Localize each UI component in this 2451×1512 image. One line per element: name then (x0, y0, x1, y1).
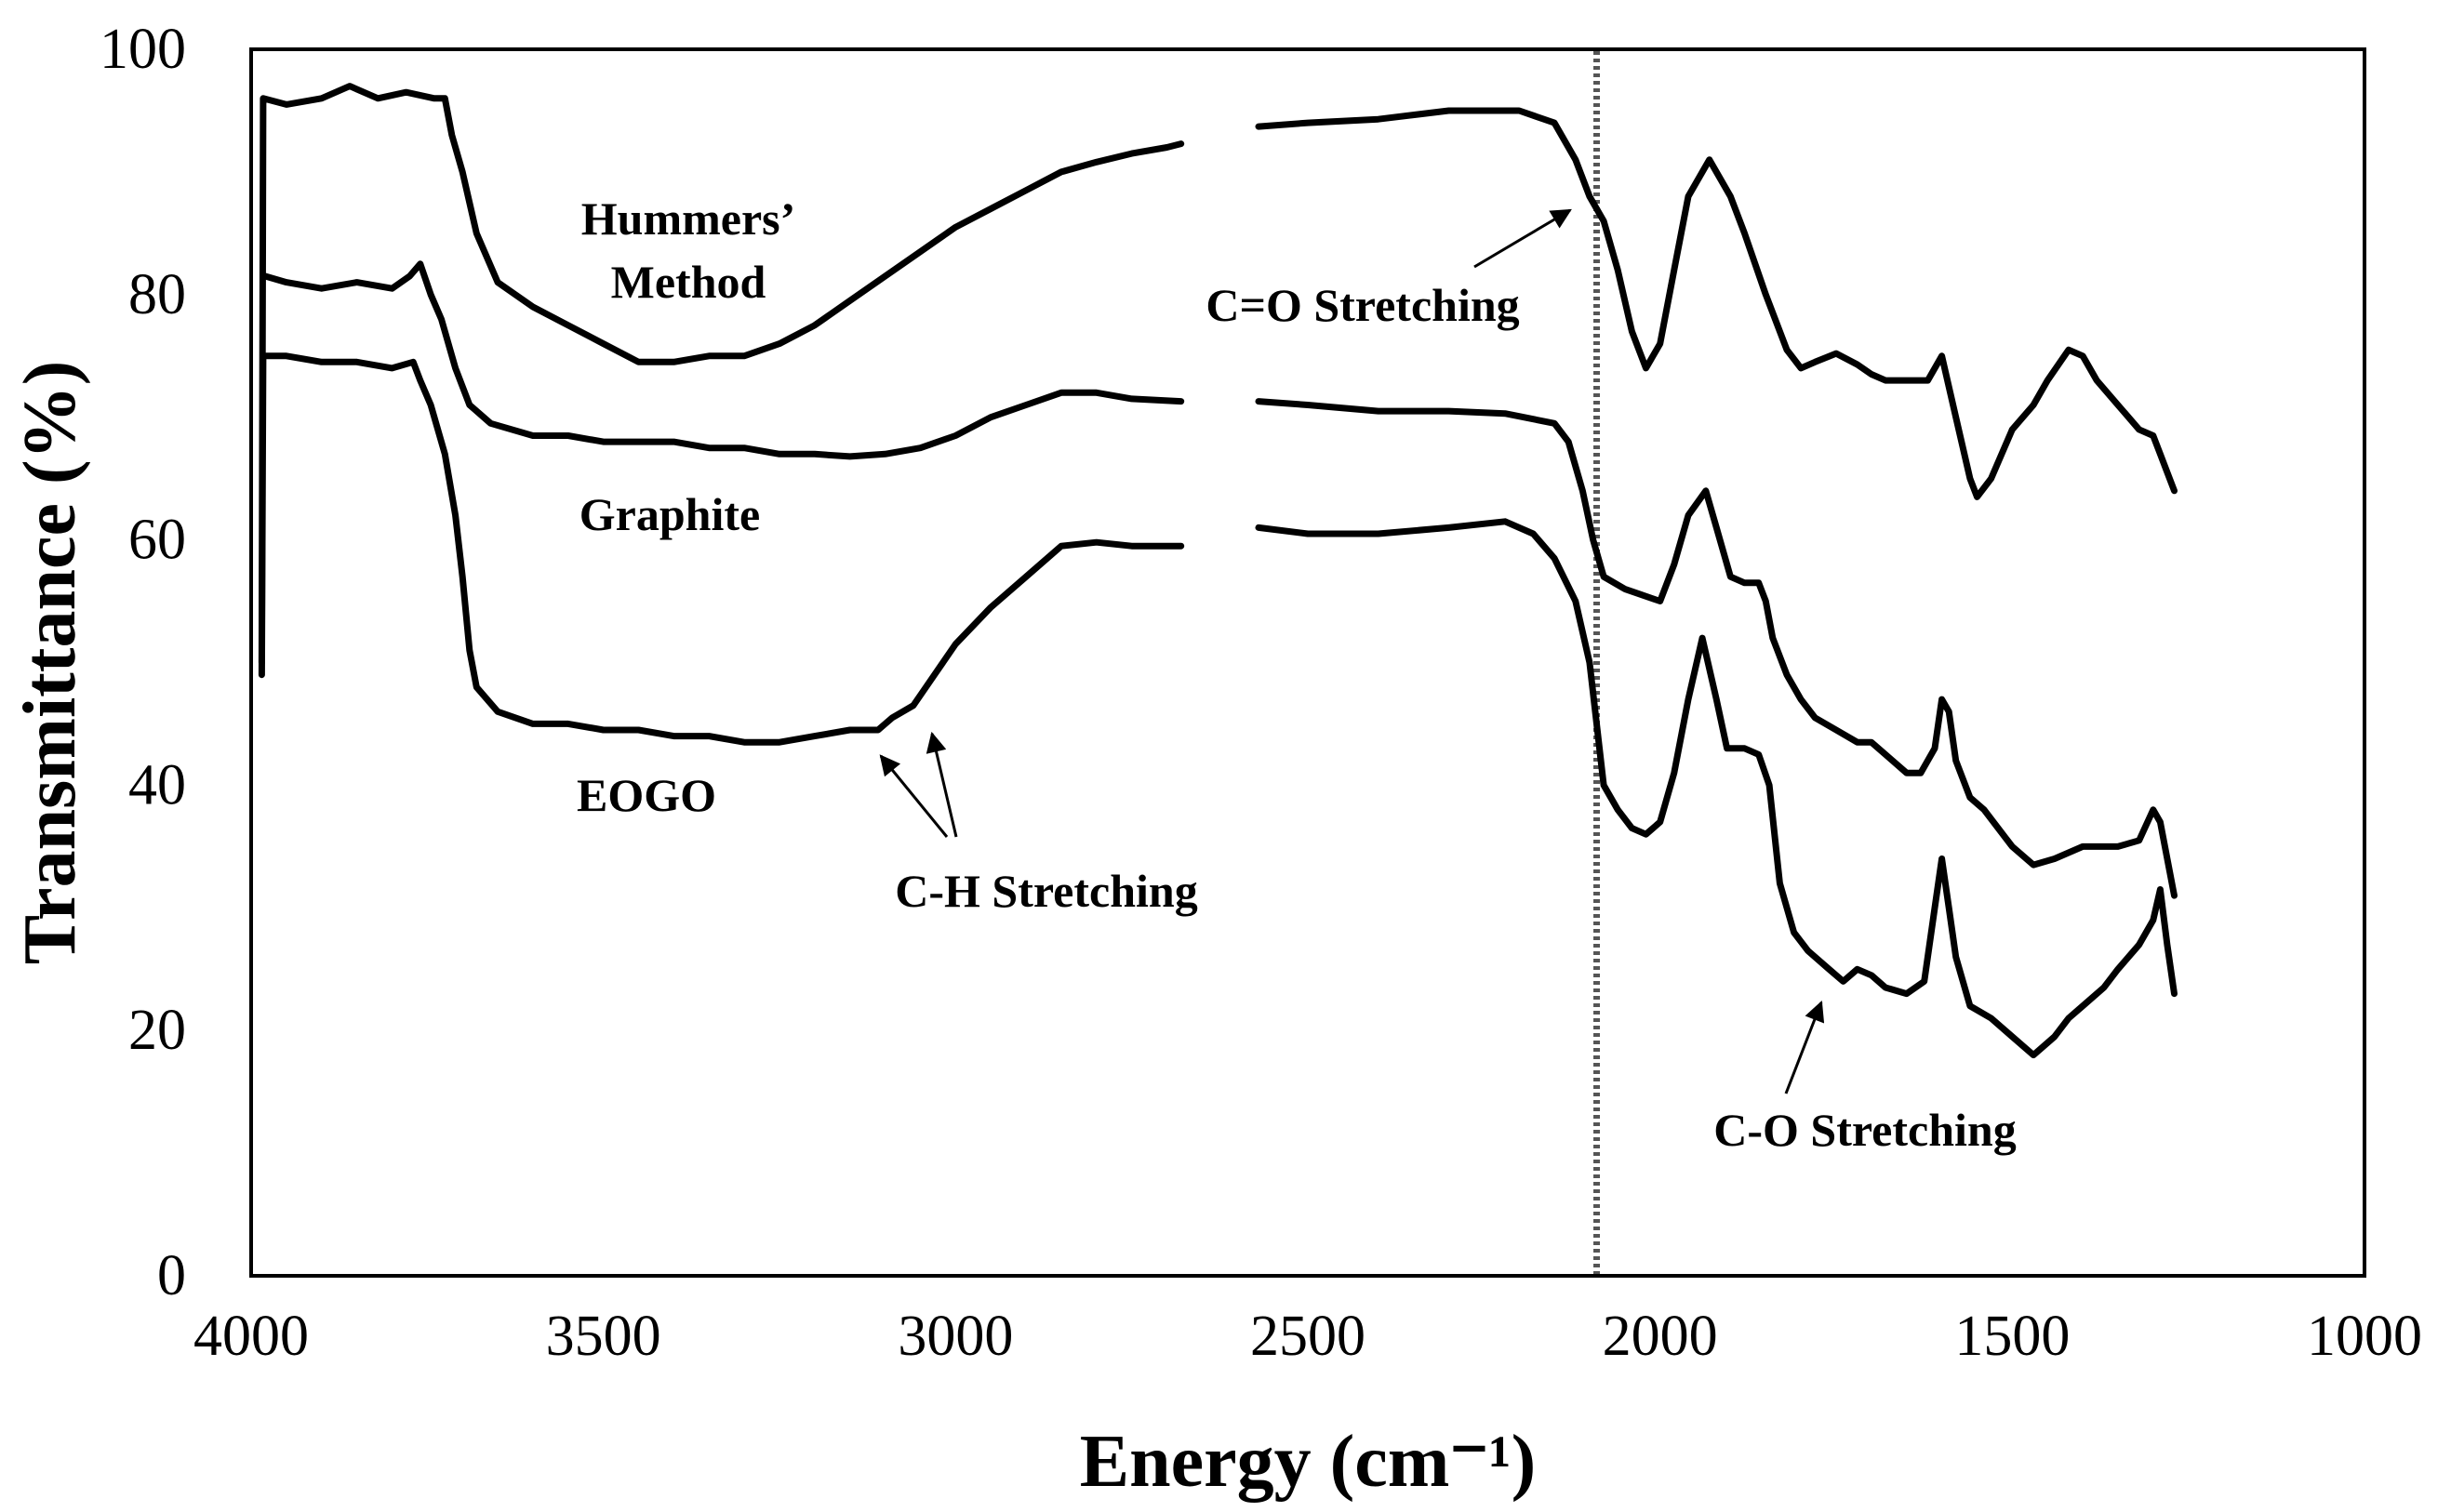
x-tick-label: 4000 (193, 1305, 309, 1368)
series-label: EOGO (577, 769, 716, 821)
series-line-eogo (1255, 518, 2178, 1059)
y-tick-label: 80 (128, 263, 186, 326)
series-line-hummers-method (1255, 107, 2178, 500)
annotation-label: C-O Stretching (1713, 1104, 2016, 1156)
series-line-graphite (261, 260, 1185, 460)
x-tick-label: 1500 (1954, 1305, 2070, 1368)
series-line-eogo (258, 352, 1185, 746)
x-tick-label: 2500 (1250, 1305, 1365, 1368)
x-tick-label: 1000 (2307, 1305, 2422, 1368)
series-line-graphite (1255, 398, 2178, 899)
series-label-line: Graphite (579, 488, 760, 540)
y-tick-label: 0 (157, 1244, 186, 1307)
y-tick-label: 40 (128, 753, 186, 816)
series-label-line: Method (611, 256, 766, 308)
plot-frame (249, 47, 2366, 1278)
series-label-line: EOGO (577, 769, 716, 821)
annotation-arrow (1784, 1000, 1825, 1094)
series-line-hummers-method (258, 83, 1185, 666)
annotation-label: C-H Stretching (895, 865, 1197, 917)
annotation-arrow (926, 731, 958, 838)
annotation-label: C=O Stretching (1206, 279, 1519, 331)
y-axis-title: Transmittance (%) (9, 361, 91, 965)
y-tick-label: 60 (128, 509, 186, 572)
x-tick-label: 2000 (1603, 1305, 1718, 1368)
series-label: Hummers’ Method (581, 192, 796, 308)
x-tick-label: 3500 (546, 1305, 661, 1368)
annotation-arrow (1473, 208, 1572, 269)
y-tick-label: 20 (128, 999, 186, 1062)
y-tick-label: 100 (100, 18, 186, 81)
series-label: Graphite (579, 488, 760, 540)
x-axis-title: Energy (cm⁻¹) (1080, 1421, 1537, 1503)
annotation-arrow (879, 754, 949, 838)
series-label-line: Hummers’ (581, 192, 796, 245)
x-tick-label: 3000 (898, 1305, 1013, 1368)
